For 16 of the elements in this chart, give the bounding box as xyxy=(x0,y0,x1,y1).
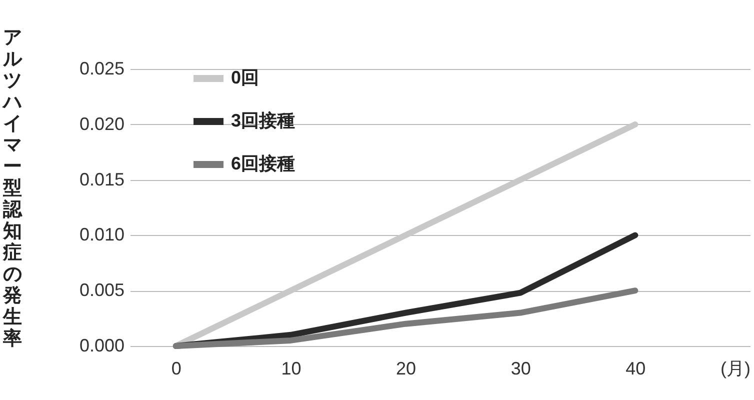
x-tick-label: 0 xyxy=(171,358,182,378)
x-tick-label: 30 xyxy=(510,358,531,378)
x-tick-label: 10 xyxy=(281,358,302,378)
y-tick-label: 0.020 xyxy=(79,114,124,134)
x-tick-label: 20 xyxy=(396,358,416,378)
y-tick-label: 0.025 xyxy=(79,58,124,78)
text: アルツハイマー型認知症の発生率 xyxy=(3,28,22,350)
y-tick-label: 0.005 xyxy=(79,280,124,300)
x-axis-title: (月) xyxy=(720,358,750,378)
legend-label: 3回接種 xyxy=(231,110,296,130)
y-tick-label: 0.000 xyxy=(79,336,124,356)
legend-label: 6回接種 xyxy=(231,154,296,174)
y-tick-label: 0.010 xyxy=(79,224,124,245)
x-tick-label: 40 xyxy=(626,358,646,378)
y-tick-label: 0.015 xyxy=(79,169,124,190)
legend-label: 0回 xyxy=(231,68,260,88)
